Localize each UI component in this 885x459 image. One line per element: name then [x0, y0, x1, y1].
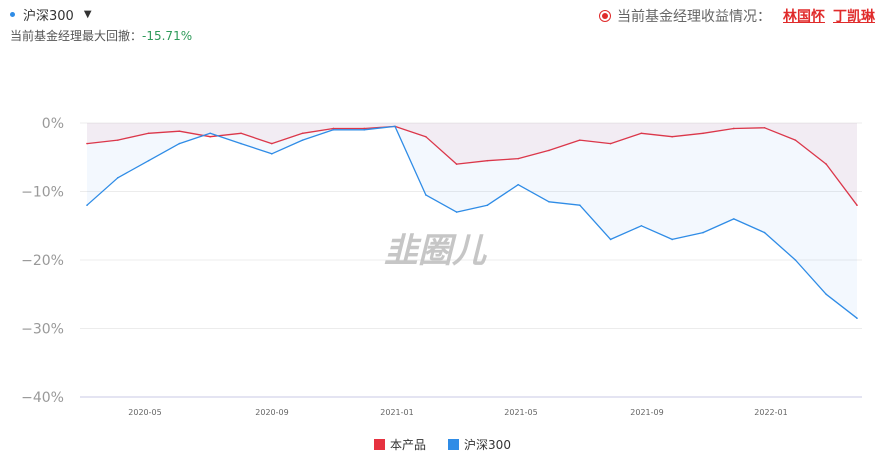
- data-point-0: [609, 142, 612, 145]
- benchmark-selector[interactable]: 沪深300 ▼: [10, 5, 92, 24]
- data-point-1: [517, 183, 519, 186]
- x-tick-label: 2021-05: [504, 408, 537, 417]
- legend-swatch-product: [374, 439, 386, 450]
- data-point-1: [271, 153, 273, 155]
- y-tick-label: −30%: [21, 322, 64, 338]
- series-line-1: [86, 125, 858, 319]
- legend-item-product[interactable]: 本产品: [374, 436, 426, 453]
- data-point-1: [763, 231, 766, 234]
- data-point-1: [363, 129, 366, 131]
- benchmark-dot-icon: [10, 12, 15, 17]
- data-point-0: [240, 132, 242, 135]
- manager-returns: 当前基金经理收益情况： 林国怀 丁凯琳: [599, 6, 875, 26]
- data-point-1: [640, 224, 643, 227]
- series-line-0: [86, 125, 858, 206]
- data-point-1: [332, 129, 335, 131]
- chevron-down-icon: ▼: [83, 9, 92, 20]
- data-point-0: [702, 132, 704, 135]
- x-tick-label: 2021-09: [630, 408, 663, 417]
- data-point-1: [425, 194, 427, 196]
- data-point-1: [301, 139, 304, 141]
- data-point-1: [609, 238, 612, 241]
- x-tick-label: 2021-01: [380, 408, 413, 417]
- legend-swatch-benchmark: [448, 439, 460, 450]
- data-point-1: [117, 177, 119, 179]
- data-point-0: [117, 139, 119, 141]
- data-point-0: [178, 130, 181, 133]
- data-point-0: [579, 139, 581, 141]
- series-area-1: [87, 123, 857, 319]
- x-tick-label: 2020-05: [128, 408, 161, 417]
- data-point-0: [271, 142, 273, 145]
- data-point-1: [86, 204, 88, 206]
- data-point-1: [209, 132, 211, 135]
- data-point-0: [733, 127, 735, 130]
- watermark-logo: 韭圈儿: [384, 231, 487, 271]
- y-tick-label: −40%: [21, 390, 64, 406]
- data-point-1: [240, 142, 242, 145]
- data-point-0: [363, 127, 366, 130]
- data-point-0: [671, 135, 673, 138]
- data-point-1: [825, 293, 827, 296]
- y-tick-label: −10%: [21, 185, 64, 201]
- drawdown-label: 当前基金经理最大回撤：: [10, 29, 143, 43]
- max-drawdown: 当前基金经理最大回撤：-15.71%: [10, 27, 192, 44]
- chart-legend: 本产品 沪深300: [0, 436, 885, 453]
- data-point-1: [147, 159, 150, 162]
- data-point-1: [548, 200, 550, 203]
- data-point-1: [579, 204, 581, 206]
- data-point-0: [640, 132, 643, 135]
- series-area-0: [87, 123, 857, 206]
- data-point-1: [178, 142, 181, 145]
- data-point-0: [486, 159, 489, 162]
- data-point-1: [455, 211, 458, 213]
- data-point-0: [209, 135, 211, 138]
- radio-selected-icon[interactable]: [599, 10, 611, 22]
- data-point-0: [425, 135, 427, 138]
- data-point-0: [856, 204, 858, 206]
- data-point-0: [825, 163, 827, 165]
- x-tick-label: 2022-01: [754, 408, 787, 417]
- data-point-0: [548, 149, 550, 152]
- data-point-1: [794, 259, 797, 261]
- manager-link-1[interactable]: 林国怀: [783, 9, 825, 25]
- y-tick-label: −20%: [21, 253, 64, 269]
- legend-label-product: 本产品: [390, 438, 427, 452]
- data-point-0: [517, 157, 519, 160]
- data-point-1: [733, 218, 735, 220]
- data-point-1: [671, 238, 673, 241]
- data-point-0: [86, 142, 88, 145]
- data-point-1: [486, 204, 489, 206]
- manager-link-2[interactable]: 丁凯琳: [833, 9, 875, 25]
- data-point-0: [455, 163, 458, 165]
- drawdown-value: -15.71%: [142, 29, 193, 43]
- data-point-0: [147, 132, 150, 135]
- data-point-0: [332, 127, 335, 130]
- manager-returns-label: 当前基金经理收益情况：: [617, 9, 771, 25]
- x-tick-label: 2020-09: [255, 408, 288, 417]
- data-point-0: [763, 126, 766, 129]
- benchmark-label: 沪深300: [23, 9, 74, 24]
- y-tick-label: 0%: [42, 116, 64, 132]
- data-point-1: [702, 231, 704, 234]
- data-point-0: [794, 139, 797, 141]
- legend-label-benchmark: 沪深300: [464, 438, 511, 452]
- data-point-0: [301, 132, 304, 135]
- data-point-1: [856, 317, 858, 320]
- legend-item-benchmark[interactable]: 沪深300: [448, 436, 511, 453]
- data-point-1: [394, 125, 396, 128]
